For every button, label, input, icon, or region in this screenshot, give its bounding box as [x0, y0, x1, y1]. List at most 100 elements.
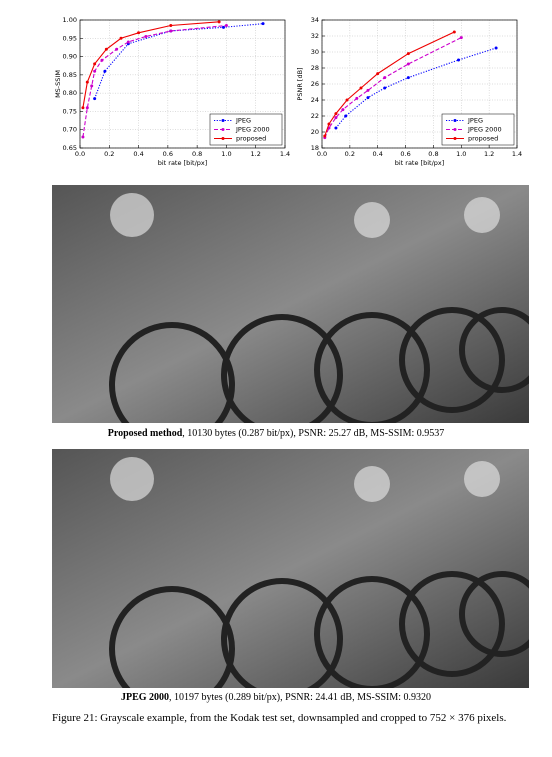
point: [406, 76, 410, 80]
point: [93, 62, 97, 66]
legend-label: proposed: [236, 135, 266, 143]
series-line: [82, 21, 220, 108]
y-tick-label: 0.80: [63, 89, 77, 97]
x-axis-label: bit rate [bit/px]: [158, 159, 208, 167]
y-tick-label: 28: [311, 64, 319, 72]
legend-label: JPEG 2000: [467, 126, 502, 134]
series-line: [82, 24, 227, 138]
caption: Proposed method, 10130 bytes (0.287 bit/…: [0, 428, 552, 439]
x-tick-label: 0.6: [163, 150, 173, 158]
point: [103, 69, 107, 73]
point: [383, 86, 387, 90]
point: [93, 97, 97, 101]
y-tick-label: 24: [311, 96, 319, 104]
x-tick-label: 1.2: [251, 150, 261, 158]
point: [261, 22, 265, 26]
series-line: [94, 23, 264, 99]
y-tick-label: 22: [311, 112, 319, 120]
legend-marker: [453, 128, 457, 131]
point: [344, 114, 348, 118]
x-tick-label: 0.4: [133, 150, 143, 158]
caption-text: , 10197 bytes (0.289 bit/px), PSNR: 24.4…: [169, 692, 432, 703]
x-tick-label: 0.0: [75, 150, 85, 158]
point: [341, 108, 345, 112]
point: [85, 80, 89, 84]
point: [169, 29, 173, 33]
x-tick-label: 0.8: [192, 150, 202, 158]
y-tick-label: 0.70: [63, 126, 77, 134]
point: [144, 34, 148, 38]
point: [100, 58, 104, 62]
x-tick-label: 0.0: [317, 150, 327, 158]
y-axis-label: MS-SSIM: [54, 70, 62, 98]
y-tick-label: 32: [311, 32, 319, 40]
legend-label: JPEG: [467, 117, 483, 125]
y-tick-label: 0.90: [63, 53, 77, 61]
x-tick-label: 1.4: [512, 150, 522, 158]
point: [119, 36, 123, 40]
point: [81, 106, 85, 110]
x-tick-label: 1.2: [484, 150, 494, 158]
y-axis-label: PSNR [dB]: [296, 67, 304, 100]
legend-label: JPEG: [235, 117, 251, 125]
point: [345, 98, 349, 102]
plot-frame: [79, 19, 286, 149]
point: [355, 96, 359, 100]
y-tick-label: 34: [311, 16, 319, 24]
figure-caption: Figure 21: Grayscale example, from the K…: [52, 712, 507, 724]
series-line: [324, 31, 455, 137]
caption-bold: Proposed method: [107, 428, 183, 439]
x-tick-label: 0.4: [373, 150, 383, 158]
point: [126, 40, 130, 44]
point: [217, 20, 221, 24]
caption: JPEG 2000, 10197 bytes (0.289 bit/px), P…: [0, 692, 552, 703]
y-tick-label: 0.65: [63, 144, 77, 152]
caption-bold: JPEG 2000: [120, 692, 170, 703]
y-tick-label: 0.95: [63, 34, 77, 42]
point: [494, 46, 498, 50]
point: [334, 116, 338, 120]
x-tick-label: 1.0: [221, 150, 231, 158]
point: [359, 86, 363, 90]
point: [137, 31, 141, 35]
point: [383, 76, 387, 80]
legend-label: JPEG 2000: [235, 126, 270, 134]
point: [459, 36, 463, 40]
point: [224, 23, 228, 27]
y-tick-label: 18: [311, 144, 319, 152]
legend-marker: [453, 119, 457, 122]
y-tick-label: 0.75: [63, 107, 77, 115]
caption-text: , 10130 bytes (0.287 bit/px), PSNR: 25.2…: [182, 428, 445, 439]
legend-marker: [221, 119, 225, 122]
x-tick-label: 0.2: [104, 150, 114, 158]
chart: 0.65 0.70 0.75 0.80 0.85 0.90 0.95 1.00 0.0 0.2 0.…: [54, 16, 290, 167]
photo: [52, 185, 529, 423]
x-axis-label: bit rate [bit/px]: [395, 159, 445, 167]
x-tick-label: 1.0: [456, 150, 466, 158]
point: [93, 69, 97, 73]
x-tick-label: 1.4: [280, 150, 290, 158]
point: [115, 47, 119, 51]
y-tick-label: 26: [311, 80, 319, 88]
point: [323, 134, 327, 138]
point: [406, 52, 410, 56]
legend-marker: [221, 128, 225, 131]
legend-marker: [221, 137, 225, 140]
point: [85, 106, 89, 110]
point: [376, 72, 380, 76]
legend-label: proposed: [468, 135, 498, 143]
chart: 18 20 22 24 26 28 30 32 34 0.0 0.2 0.4 0.6 0.8 1.0 1.2 1…: [296, 16, 522, 167]
y-tick-label: 30: [311, 48, 319, 56]
series-line: [324, 37, 462, 138]
point: [327, 122, 331, 126]
point: [81, 135, 85, 139]
photo: [52, 449, 529, 688]
x-tick-label: 0.6: [400, 150, 410, 158]
point: [457, 58, 460, 62]
point: [366, 88, 370, 92]
point: [169, 23, 173, 27]
x-tick-label: 0.2: [345, 150, 355, 158]
point: [334, 126, 338, 130]
y-tick-label: 0.85: [63, 71, 77, 79]
